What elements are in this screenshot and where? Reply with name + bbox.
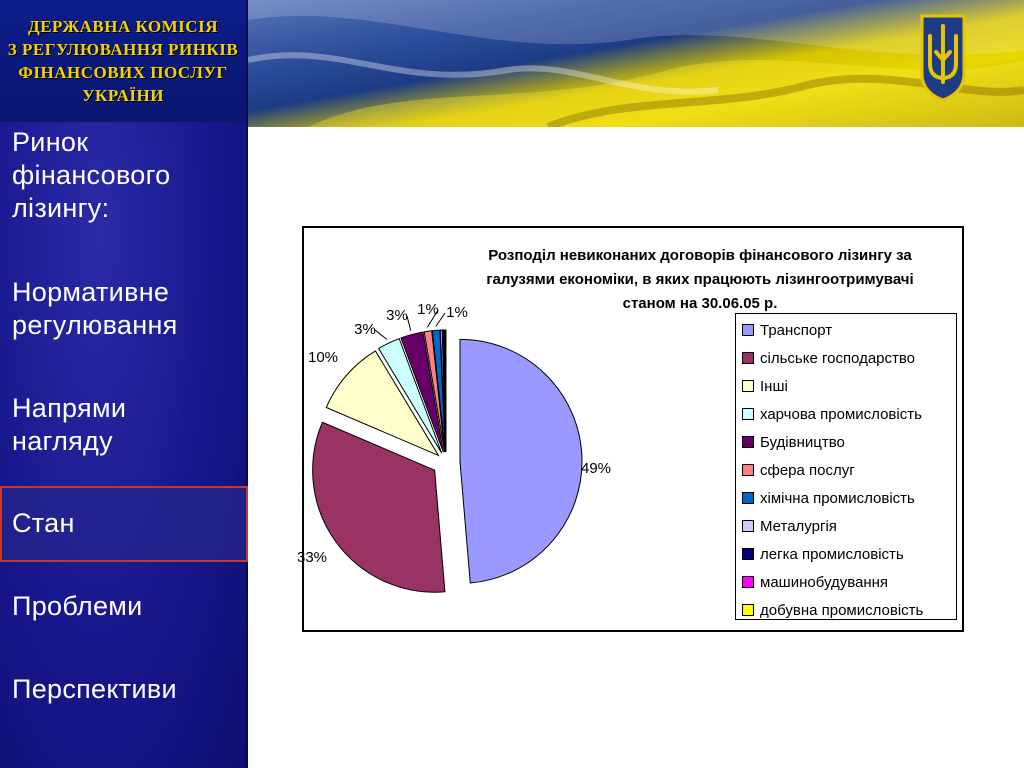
slice-percent-label: 49% — [581, 460, 611, 477]
legend-label: добувна промисловість — [760, 601, 924, 619]
legend-swatch — [742, 520, 754, 532]
chart-title: Розподіл невиконаних договорів фінансово… — [430, 244, 970, 316]
slice-percent-label: 3% — [386, 307, 408, 324]
chart-title-line: галузями економіки, в яких працюють лізи… — [486, 271, 914, 288]
pie-slice — [325, 350, 440, 457]
legend-swatch — [742, 464, 754, 476]
legend-swatch — [742, 576, 754, 588]
nav-item-label: Стан — [12, 508, 75, 538]
label-leader-line — [435, 312, 446, 327]
legend-label: сільське господарство — [760, 349, 916, 367]
current-section-highlight — [0, 486, 248, 562]
legend-label: сфера послуг — [760, 461, 855, 479]
slice-percent-label: 1% — [417, 301, 439, 318]
legend-label: хімічна промисловість — [760, 489, 915, 507]
label-leader-line — [426, 309, 439, 328]
sidebar-nav: ДЕРЖАВНА КОМІСІЯ З РЕГУЛЮВАННЯ РИНКІВ ФІ… — [0, 0, 248, 768]
legend-swatch — [742, 436, 754, 448]
pie-slice — [400, 331, 444, 453]
org-name-line: ФІНАНСОВИХ ПОСЛУГ — [18, 63, 228, 82]
nav-item-label: фінансового — [12, 160, 171, 190]
legend-label: легка промисловість — [760, 545, 904, 563]
org-name-line: З РЕГУЛЮВАННЯ РИНКІВ — [7, 40, 239, 59]
pie-slice — [423, 330, 446, 453]
nav-item-label: регулювання — [12, 310, 178, 340]
nav-item-label: лізингу: — [12, 193, 110, 223]
nav-item-label: Напрями — [12, 393, 127, 423]
legend-item: Транспорт — [742, 318, 832, 342]
org-header: ДЕРЖАВНА КОМІСІЯ З РЕГУЛЮВАННЯ РИНКІВ ФІ… — [0, 0, 246, 122]
legend-label: Металургія — [760, 517, 837, 535]
chart-title-line: Розподіл невиконаних договорів фінансово… — [488, 247, 912, 264]
nav-item-label: Проблеми — [12, 591, 143, 621]
pie-slice — [312, 421, 446, 593]
nav-item-regulation[interactable]: Нормативне регулювання — [12, 276, 237, 342]
legend-swatch — [742, 380, 754, 392]
nav-item-problems[interactable]: Проблеми — [12, 590, 237, 623]
nav-item-label: Перспективи — [12, 674, 177, 704]
legend-item: харчова промисловість — [742, 402, 922, 426]
legend-item: добувна промисловість — [742, 598, 923, 622]
pie-slice — [377, 337, 443, 454]
label-leader-line — [374, 329, 388, 340]
org-name-line: УКРАЇНИ — [82, 86, 164, 105]
legend-swatch — [742, 604, 754, 616]
nav-item-status[interactable]: Стан — [12, 507, 237, 540]
nav-item-supervision[interactable]: Напрями нагляду — [12, 392, 237, 458]
legend-item: сфера послуг — [742, 458, 855, 482]
legend-swatch — [742, 548, 754, 560]
legend-label: Інші — [760, 377, 788, 395]
legend-swatch — [742, 408, 754, 420]
legend-swatch — [742, 352, 754, 364]
org-name-line: ДЕРЖАВНА КОМІСІЯ — [28, 17, 218, 36]
nav-item-leasing-market[interactable]: Ринок фінансового лізингу: — [12, 126, 237, 225]
pie-slice — [444, 329, 447, 453]
pie-slice — [459, 338, 583, 584]
legend-item: Металургія — [742, 514, 837, 538]
legend-item: хімічна промисловість — [742, 486, 915, 510]
chart-title-line: станом на 30.06.05 р. — [622, 295, 778, 312]
nav-item-label: Нормативне — [12, 277, 170, 307]
trident-coat-of-arms-icon — [920, 14, 966, 102]
slice-percent-label: 3% — [354, 321, 376, 338]
legend-swatch — [742, 324, 754, 336]
slice-percent-label: 1% — [446, 304, 468, 321]
legend-label: машинобудування — [760, 573, 889, 591]
chart-legend: Транспорт сільське господарство Інші харчов… — [735, 313, 957, 620]
slice-percent-label: 10% — [308, 349, 338, 366]
flag-folds — [248, 0, 1024, 127]
nav-item-label: нагляду — [12, 426, 113, 456]
legend-item: Інші — [742, 374, 788, 398]
label-leader-line — [406, 315, 412, 331]
nav-item-prospects[interactable]: Перспективи — [12, 673, 237, 706]
legend-label: Транспорт — [760, 321, 833, 339]
flag-banner — [248, 0, 1024, 127]
slice-percent-label: 33% — [297, 549, 327, 566]
legend-swatch — [742, 492, 754, 504]
legend-item: сільське господарство — [742, 346, 915, 370]
legend-label: харчова промисловість — [760, 405, 922, 423]
legend-item: легка промисловість — [742, 542, 904, 566]
nav-item-label: Ринок — [12, 127, 89, 157]
legend-item: машинобудування — [742, 570, 888, 594]
legend-item: Будівництво — [742, 430, 845, 454]
legend-label: Будівництво — [760, 433, 845, 451]
